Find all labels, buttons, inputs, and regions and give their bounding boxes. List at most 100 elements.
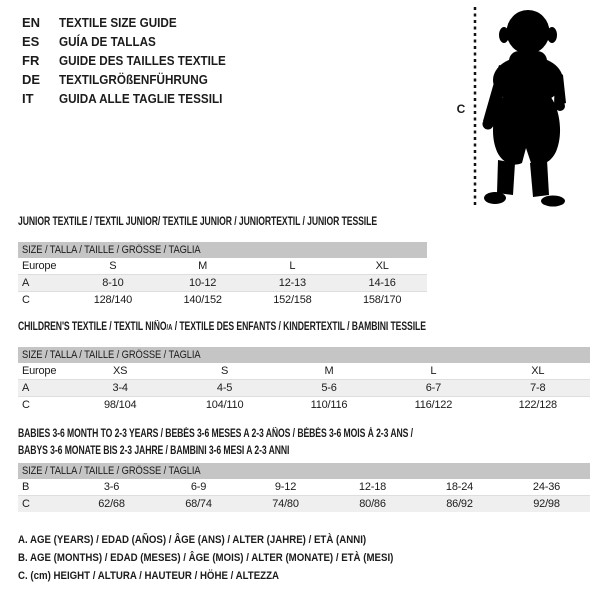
language-code: EN [22, 15, 41, 30]
baby-silhouette-icon [473, 7, 566, 207]
title-sub: /A [166, 323, 173, 332]
value-cell: 8-10 [68, 274, 158, 292]
value-cell: 3-4 [68, 379, 173, 397]
value-cell: 92/98 [503, 495, 590, 512]
size-header-bar: SIZE / TALLA / TAILLE / GRÖSSE / TAGLIA [18, 347, 590, 363]
language-code: ES [22, 34, 40, 49]
value-cell: 7-8 [485, 379, 590, 397]
value-cell: 10-12 [157, 274, 248, 292]
table-row: A 3-4 4-5 5-6 6-7 7-8 [18, 379, 590, 397]
value-cell: 6-7 [381, 379, 486, 397]
value-cell: 74/80 [242, 495, 329, 512]
babies-size-table: B 3-6 6-9 9-12 12-18 18-24 24-36 C 62/68 68/74 74/… [18, 479, 590, 512]
childrens-table-body: Europe XS S M L XL A 3-4 4-5 5-6 6-7 7-8 C 98/104 104/… [18, 363, 590, 413]
language-code: FR [22, 53, 40, 68]
baby-leg-left [497, 160, 515, 195]
junior-size-table: Europe S M L XL A 8-10 10-12 12-13 14-16 C 128/140 1… [18, 258, 427, 308]
height-label: C [456, 102, 466, 116]
title-line: JUNIOR TEXTILE / TEXTIL JUNIOR/ TEXTILE … [18, 216, 378, 228]
value-cell: S [221, 365, 229, 377]
baby-arm-left [483, 65, 511, 127]
title-pre: CHILDREN'S TEXTILE / TEXTIL NIÑO [18, 321, 167, 333]
row-label-cell: C [18, 291, 68, 308]
language-label: TEXTILGRÖßENFÜHRUNG [59, 72, 208, 87]
table-row: Europe S M L XL [18, 258, 427, 275]
value-cell: M [198, 260, 208, 272]
value-cell: L [430, 365, 437, 377]
baby-ear-left [499, 27, 509, 43]
value-cell: 140/152 [157, 291, 248, 308]
row-label-cell: Europe [22, 365, 57, 377]
babies-table-body: B 3-6 6-9 9-12 12-18 18-24 24-36 C 62/68 68/74 74/… [18, 479, 590, 512]
row-label-cell: C [18, 396, 68, 413]
value-cell: 152/158 [247, 291, 338, 308]
value-cell: S [109, 260, 117, 272]
table-row: C 98/104 104/110 110/116 116/122 122/128 [18, 396, 590, 413]
legend-line: C. (cm) HEIGHT / ALTURA / HAUTEUR / HÖHE… [18, 570, 280, 582]
table-row: Europe XS S M L XL [18, 363, 590, 380]
title-post: / TEXTILE DES ENFANTS / KINDERTEXTIL / B… [172, 321, 426, 333]
row-label-cell: C [18, 495, 68, 512]
value-cell: 12-18 [358, 481, 387, 493]
value-cell: XL [531, 365, 545, 377]
baby-foot-right [541, 195, 565, 207]
value-cell: 6-9 [190, 481, 207, 493]
baby-hand-left [482, 118, 494, 130]
language-code: DE [22, 72, 41, 87]
size-header-text: SIZE / TALLA / TAILLE / GRÖSSE / TAGLIA [22, 349, 201, 361]
table-row: B 3-6 6-9 9-12 12-18 18-24 24-36 [18, 479, 590, 496]
table-row: C 128/140 140/152 152/158 158/170 [18, 291, 427, 308]
value-cell: 12-13 [247, 274, 338, 292]
baby-chest [493, 56, 563, 104]
language-label: GUIDA ALLE TAGLIE TESSILI [59, 91, 223, 106]
language-row: IT GUIDA ALLE TAGLIE TESSILI [22, 89, 244, 108]
value-cell: 18-24 [445, 481, 474, 493]
language-label: TEXTILE SIZE GUIDE [59, 15, 177, 30]
baby-shorts [493, 95, 561, 165]
baby-arm-right [554, 69, 566, 107]
baby-head [506, 10, 550, 54]
language-row: DE TEXTILGRÖßENFÜHRUNG [22, 70, 244, 89]
language-list: EN TEXTILE SIZE GUIDE ES GUÍA DE TALLAS FR… [22, 13, 244, 108]
baby-leg-right [530, 160, 549, 197]
language-label: GUIDE DES TAILLES TEXTILE [59, 53, 226, 68]
value-cell: 14-16 [337, 274, 427, 292]
value-cell: 86/92 [416, 495, 503, 512]
language-row: EN TEXTILE SIZE GUIDE [22, 13, 244, 32]
title-line: BABIES 3-6 MONTH TO 2-3 YEARS / BEBÉS 3-… [18, 428, 413, 440]
value-cell: 24-36 [532, 481, 561, 493]
value-cell: 5-6 [276, 379, 382, 397]
size-header-bar: SIZE / TALLA / TAILLE / GRÖSSE / TAGLIA [18, 463, 590, 479]
language-label: GUÍA DE TALLAS [59, 34, 156, 49]
baby-hand-right [555, 101, 565, 111]
babies-table-title: BABIES 3-6 MONTH TO 2-3 YEARS / BEBÉS 3-… [18, 426, 545, 460]
value-cell: 122/128 [485, 396, 590, 413]
junior-table-body: Europe S M L XL A 8-10 10-12 12-13 14-16 C 128/140 1… [18, 258, 427, 308]
legend-line: A. AGE (YEARS) / EDAD (AÑOS) / ÂGE (ANS)… [18, 534, 367, 546]
row-label-cell: A [18, 274, 68, 292]
row-label-cell: B [22, 481, 30, 493]
row-label-cell: A [18, 379, 68, 397]
size-header-bar: SIZE / TALLA / TAILLE / GRÖSSE / TAGLIA [18, 242, 427, 258]
value-cell: 4-5 [172, 379, 277, 397]
value-cell: L [289, 260, 296, 272]
size-header-text: SIZE / TALLA / TAILLE / GRÖSSE / TAGLIA [22, 244, 201, 256]
value-cell: 3-6 [103, 481, 120, 493]
value-cell: XS [113, 365, 128, 377]
size-header-text: SIZE / TALLA / TAILLE / GRÖSSE / TAGLIA [22, 465, 201, 477]
legend: A. AGE (YEARS) / EDAD (AÑOS) / ÂGE (ANS)… [18, 531, 445, 585]
value-cell: 116/122 [381, 396, 486, 413]
value-cell: 80/86 [329, 495, 416, 512]
table-row: C 62/68 68/74 74/80 80/86 86/92 92/98 [18, 495, 590, 512]
value-cell: 98/104 [68, 396, 173, 413]
value-cell: 110/116 [276, 396, 382, 413]
childrens-table-title: CHILDREN'S TEXTILE / TEXTIL NIÑO/A / TEX… [18, 319, 562, 336]
row-label-cell: Europe [22, 260, 57, 272]
legend-line: B. AGE (MONTHS) / EDAD (MESES) / ÂGE (MO… [18, 552, 394, 564]
value-cell: 128/140 [68, 291, 158, 308]
table-row: A 8-10 10-12 12-13 14-16 [18, 274, 427, 292]
junior-table-title: JUNIOR TEXTILE / TEXTIL JUNIOR/ TEXTILE … [18, 214, 497, 231]
baby-silhouette [482, 10, 566, 207]
language-row: FR GUIDE DES TAILLES TEXTILE [22, 51, 244, 70]
value-cell: M [324, 365, 334, 377]
